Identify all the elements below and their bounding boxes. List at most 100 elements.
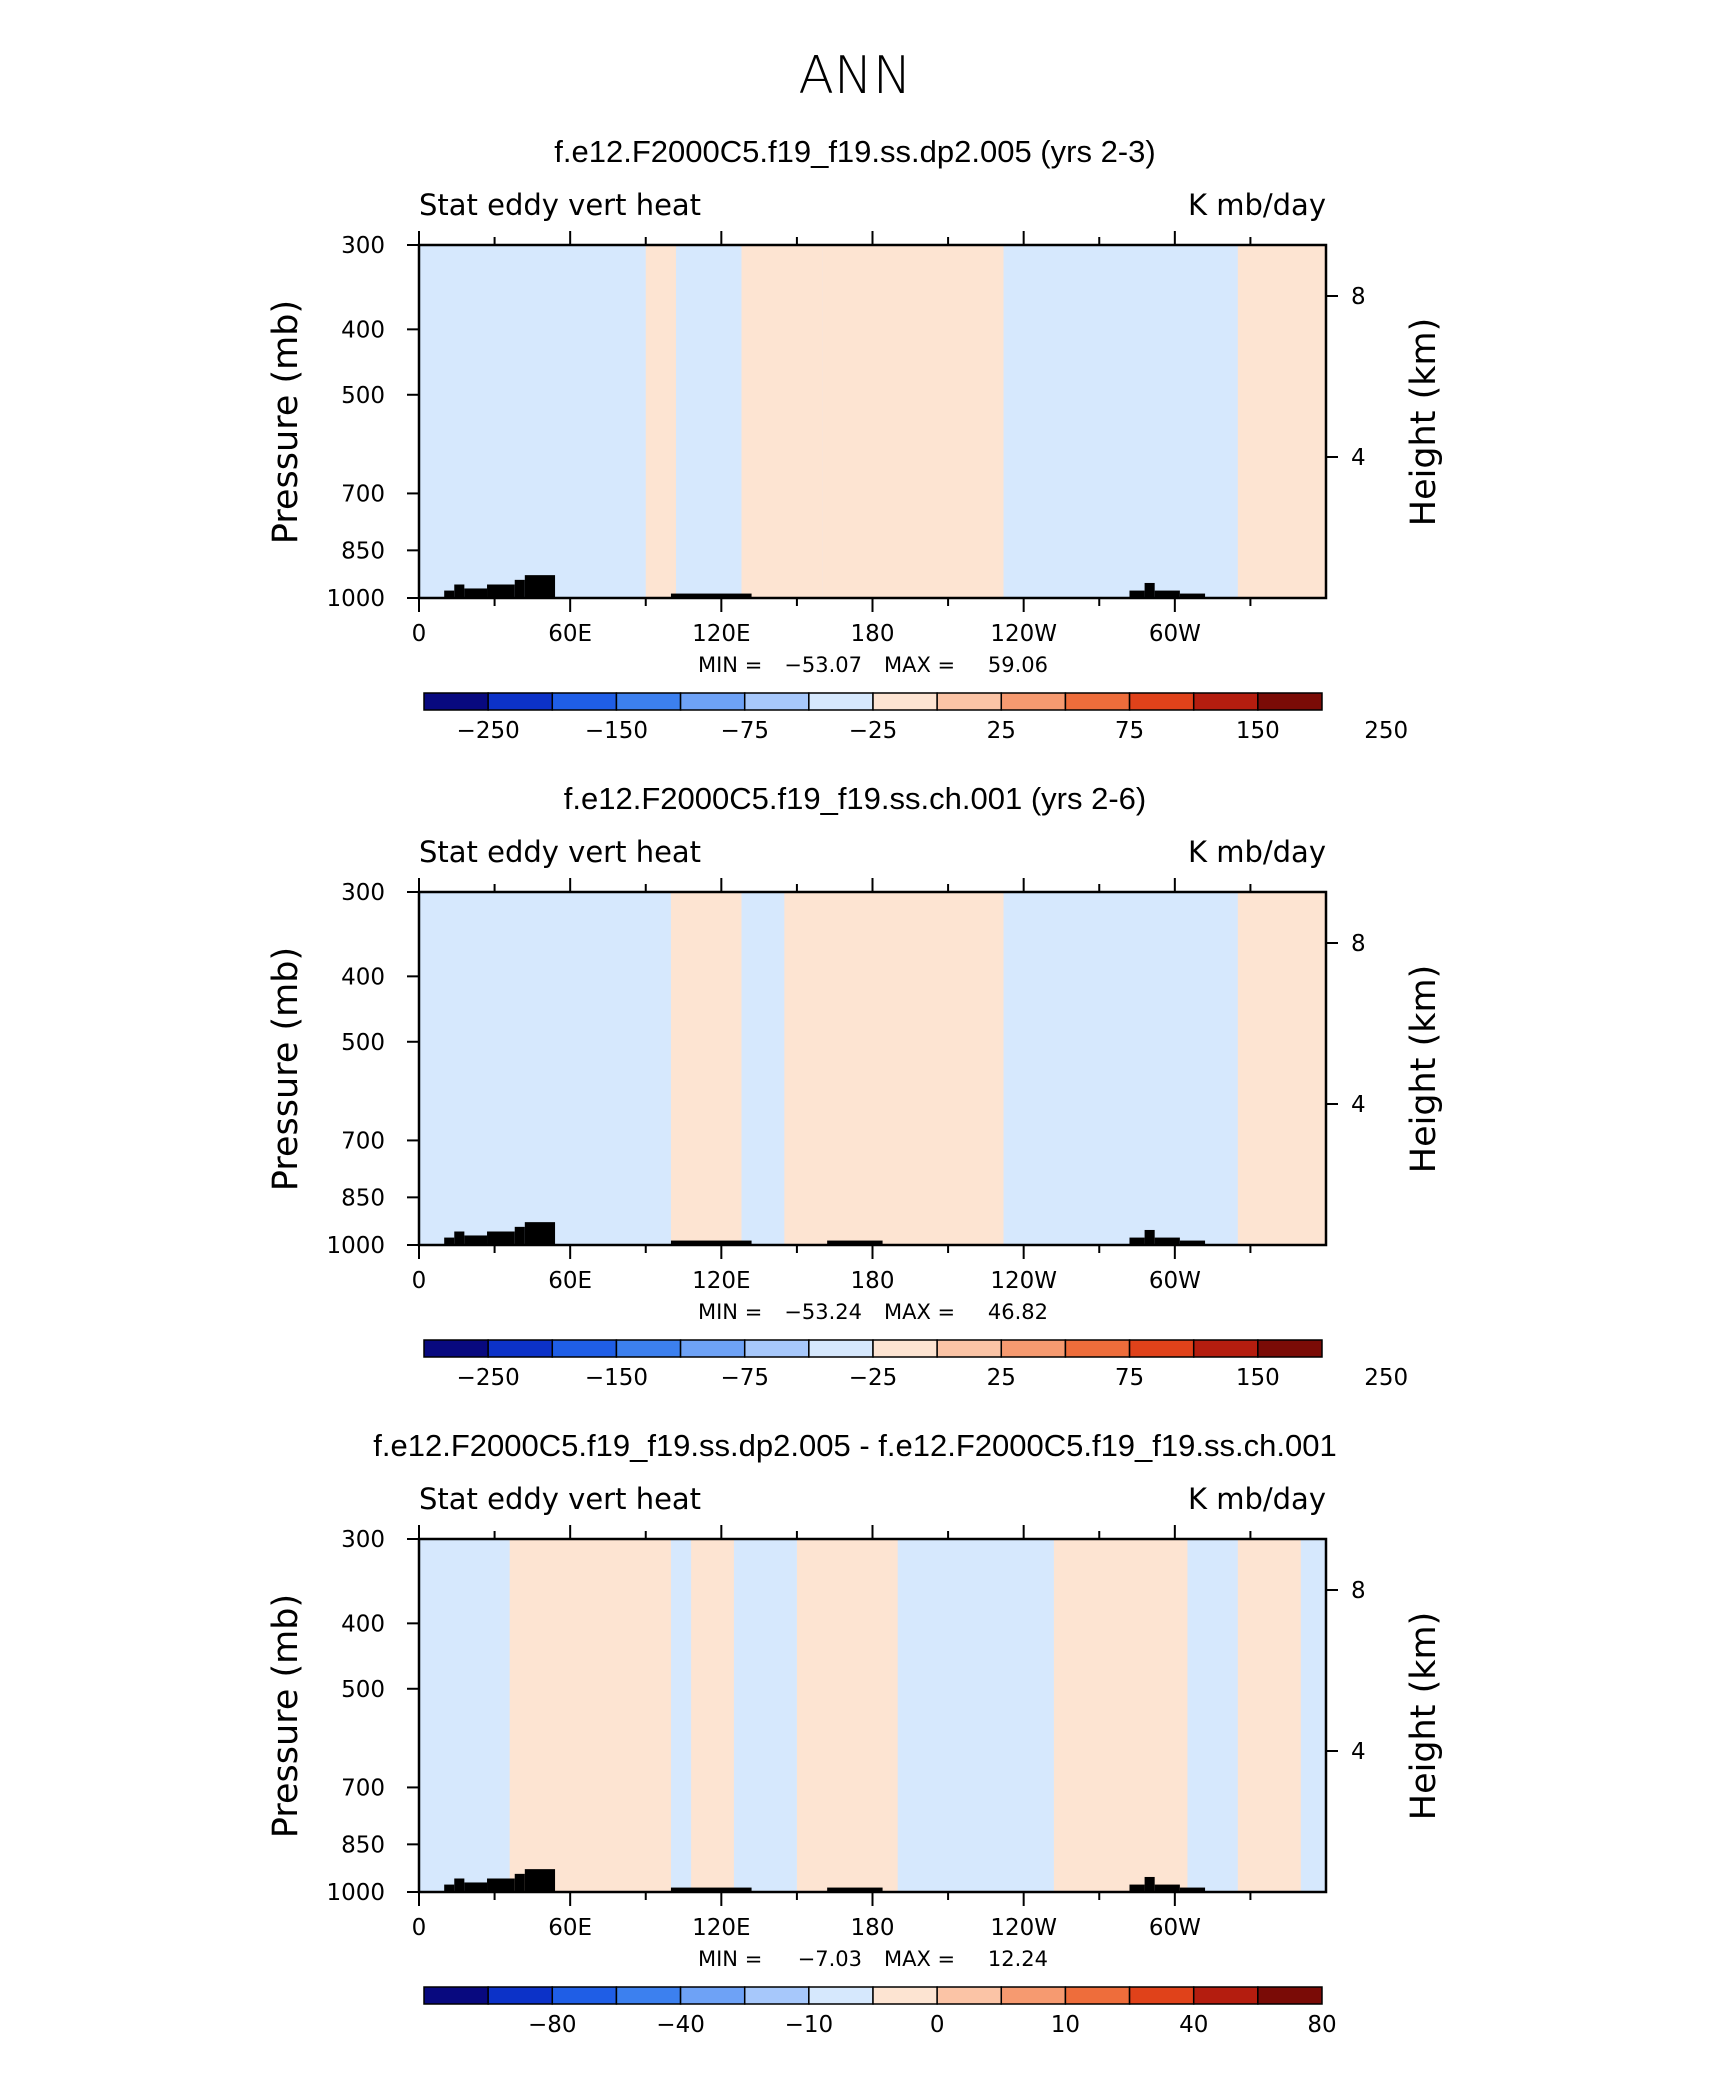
page-title: ANN [798,46,911,106]
colorbar-box [1000,692,1067,711]
colorbar-box [1000,1986,1067,2005]
max-value: 59.06 [988,653,1048,677]
y-tick-label: 700 [341,481,385,507]
contour-band [796,1539,898,1892]
colorbar-box [1257,1986,1323,2005]
land-mask [487,1231,515,1245]
land-mask [524,1222,556,1245]
land-mask [464,1882,488,1892]
colorbar-label: 75 [1115,718,1144,744]
contour-band [691,1539,734,1892]
land-mask [514,1873,525,1892]
colorbar-label: −250 [457,1365,520,1391]
colorbar-box [872,692,938,711]
colorbar-label: −150 [585,718,648,744]
y2-tick-label: 4 [1351,1739,1366,1765]
y-tick-label: 300 [341,880,385,906]
colorbar-box [615,1339,682,1358]
y-tick-label: 300 [341,233,385,259]
colorbar-label: −75 [720,1365,769,1391]
land-mask [464,1235,488,1245]
colorbar-box [423,692,489,711]
land-mask [524,1869,556,1892]
land-mask [524,575,556,598]
land-mask [454,1878,465,1892]
y-tick-label: 700 [341,1775,385,1801]
panel-title: f.e12.F2000C5.f19_f19.ss.dp2.005 (yrs 2-… [554,134,1155,169]
colorbar-label: −80 [528,2012,577,2038]
field-label: Stat eddy vert heat [419,835,701,869]
y2-tick-label: 8 [1351,931,1366,957]
y-tick-label: 500 [341,383,385,409]
colorbar-label: 40 [1179,2012,1208,2038]
x-tick-label: 120W [990,1915,1057,1941]
colorbar-box [1257,1339,1323,1358]
panel-title: f.e12.F2000C5.f19_f19.ss.dp2.005 - f.e12… [373,1428,1336,1463]
y-tick-label: 400 [341,964,385,990]
colorbar-box [487,692,554,711]
land-mask [670,1240,752,1245]
field-label: Stat eddy vert heat [419,188,701,222]
contour-band [645,245,676,598]
x-tick-label: 60W [1149,1915,1201,1941]
panel-title: f.e12.F2000C5.f19_f19.ss.ch.001 (yrs 2-6… [564,781,1146,816]
y-tick-label: 1000 [326,1880,385,1906]
colorbar-box [936,1986,1003,2005]
y2-tick-label: 8 [1351,1578,1366,1604]
min-value: −53.07 [784,653,862,677]
land-mask [454,584,465,598]
min-value: −7.03 [798,1947,862,1971]
x-tick-label: 120E [692,1915,750,1941]
land-mask [1129,590,1145,598]
colorbar-label: −75 [720,718,769,744]
colorbar-label: −25 [849,718,898,744]
land-mask [1179,1887,1206,1892]
colorbar-box [679,692,746,711]
colorbar-box [1128,1986,1195,2005]
units-label: K mb/day [1188,835,1326,869]
x-tick-label: 60W [1149,621,1201,647]
colorbar-label: 0 [930,2012,945,2038]
colorbar-box [679,1339,746,1358]
colorbar-box [615,1986,682,2005]
y2-tick-label: 4 [1351,445,1366,471]
min-label: MIN = [698,1947,762,1971]
contour-band [1237,892,1326,1245]
y-axis-label: Pressure (mb) [266,300,306,544]
land-mask [464,588,488,598]
colorbar-label: 150 [1236,718,1280,744]
y-tick-label: 850 [341,538,385,564]
colorbar-label: −40 [656,2012,705,2038]
land-mask [670,593,752,598]
x-tick-label: 0 [412,621,427,647]
colorbar-box [808,692,874,711]
colorbar-box [1064,692,1131,711]
contour-band [509,1539,671,1892]
colorbar-box [551,1986,618,2005]
panel-3: f.e12.F2000C5.f19_f19.ss.dp2.005 - f.e12… [266,1428,1444,2038]
x-tick-label: 60E [548,1915,592,1941]
y-tick-label: 850 [341,1832,385,1858]
land-mask [670,1887,752,1892]
y-axis-label: Pressure (mb) [266,947,306,1191]
y-tick-label: 400 [341,1611,385,1637]
x-tick-label: 60E [548,1268,592,1294]
land-mask [1154,590,1180,598]
colorbar-label: 80 [1307,2012,1336,2038]
colorbar-box [551,1339,618,1358]
y-tick-label: 300 [341,1527,385,1553]
colorbar-label: 150 [1236,1365,1280,1391]
field-label: Stat eddy vert heat [419,1482,701,1516]
colorbar-box [679,1986,746,2005]
land-mask [514,579,525,598]
land-mask [444,1884,455,1892]
colorbar-box [1000,1339,1067,1358]
colorbar-label: −25 [849,1365,898,1391]
colorbar-label: −150 [585,1365,648,1391]
x-tick-label: 60W [1149,1268,1201,1294]
land-mask [1129,1237,1145,1245]
contour-band [784,892,1004,1245]
land-mask [827,1240,883,1245]
x-tick-label: 0 [412,1268,427,1294]
